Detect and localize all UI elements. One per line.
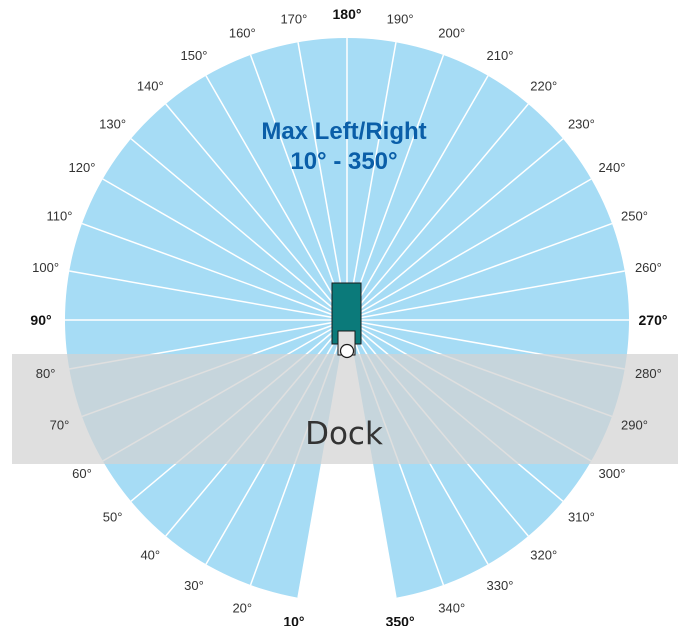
degree-label-130: 130° [99,116,126,131]
degree-label-210: 210° [487,48,514,63]
sector-divider-230 [346,138,564,321]
pivot-icon [339,343,355,359]
degree-label-260: 260° [635,260,662,275]
degree-label-310: 310° [568,510,595,525]
degree-label-140: 140° [137,79,164,94]
device [331,282,362,359]
sector-divider-250 [346,222,613,321]
sector-divider-100 [69,270,348,321]
degree-label-280: 280° [635,366,662,381]
sector-divider-220 [346,103,529,321]
degree-label-100: 100° [32,260,59,275]
degree-label-270: 270° [639,312,668,328]
sector-divider-130 [130,138,348,321]
sector-divider-150 [205,75,348,321]
sector-divider-190 [346,42,397,321]
degree-label-250: 250° [621,208,648,223]
degree-label-30: 30° [184,578,204,593]
degree-label-350: 350° [386,613,415,626]
degree-label-90: 90° [30,312,51,328]
degree-label-220: 220° [530,79,557,94]
degree-label-290: 290° [621,418,648,433]
degree-label-50: 50° [103,510,123,525]
sector-divider-210 [346,75,489,321]
degree-labels: 10° 20° 30° 40° 50° 60° 70° 80° 90° 100° 110° 120° 1… [30,6,667,626]
degree-label-40: 40° [140,547,160,562]
degree-label-240: 240° [599,160,626,175]
degree-label-200: 200° [438,26,465,41]
sector-divider-110 [81,222,348,321]
sector-divider-170 [297,42,348,321]
sector-divider-200 [346,54,445,321]
degree-label-190: 190° [387,12,414,27]
degree-label-340: 340° [438,601,465,616]
degree-label-180: 180° [333,6,362,22]
degree-label-80: 80° [36,366,56,381]
degree-label-160: 160° [229,26,256,41]
degree-label-170: 170° [280,12,307,27]
sector-divider-160 [249,54,348,321]
title-line-2: 10° - 350° [290,148,397,175]
degree-label-110: 110° [47,208,73,223]
degree-label-120: 120° [69,160,96,175]
sector-divider-120 [102,178,348,321]
degree-label-70: 70° [50,418,70,433]
degree-label-60: 60° [72,466,92,481]
degree-label-330: 330° [487,578,514,593]
title-line-1: Max Left/Right [261,118,426,145]
degree-label-20: 20° [232,601,252,616]
degree-label-300: 300° [599,466,626,481]
sector-divider-240 [346,178,592,321]
degree-label-10: 10° [283,613,304,626]
dock-label: Dock [305,416,383,452]
degree-label-230: 230° [568,116,595,131]
dock-band [12,354,678,464]
degree-label-320: 320° [530,547,557,562]
sector-divider-140 [165,103,348,321]
degree-label-150: 150° [181,48,208,63]
sector-divider-260 [346,270,625,321]
